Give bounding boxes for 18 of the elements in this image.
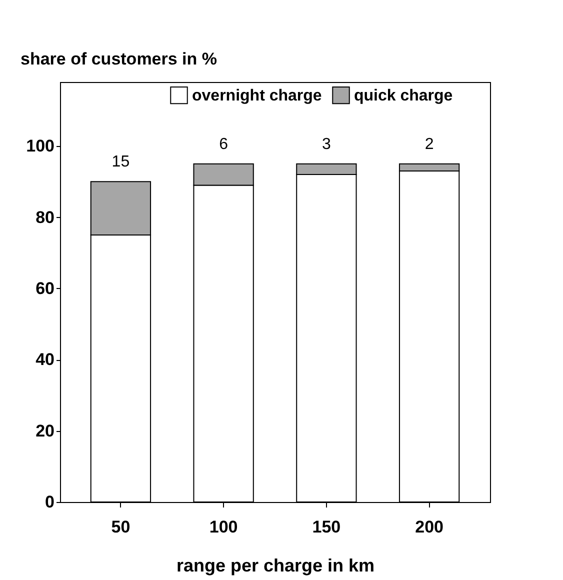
y-tick-label: 100 <box>26 136 54 156</box>
legend-label: quick charge <box>354 87 453 104</box>
y-tick-label: 40 <box>36 350 54 370</box>
x-axis-title: range per charge in km <box>176 556 375 576</box>
x-tick-label: 150 <box>312 518 341 536</box>
y-tick-label: 0 <box>45 492 54 512</box>
data-label: 6 <box>219 136 228 153</box>
data-label: 3 <box>322 136 331 153</box>
data-label: 2 <box>424 136 434 153</box>
x-tick-label: 100 <box>209 518 238 536</box>
y-tick-label: 80 <box>36 208 54 227</box>
x-tick-label: 200 <box>415 518 444 536</box>
y-tick-label: 60 <box>36 278 54 298</box>
y-tick-label: 20 <box>36 421 54 440</box>
y-axis-title: share of customers in % <box>20 50 218 68</box>
x-tick-label: 50 <box>111 518 130 536</box>
legend-label: overnight charge <box>192 87 322 104</box>
data-label: 15 <box>112 154 130 171</box>
